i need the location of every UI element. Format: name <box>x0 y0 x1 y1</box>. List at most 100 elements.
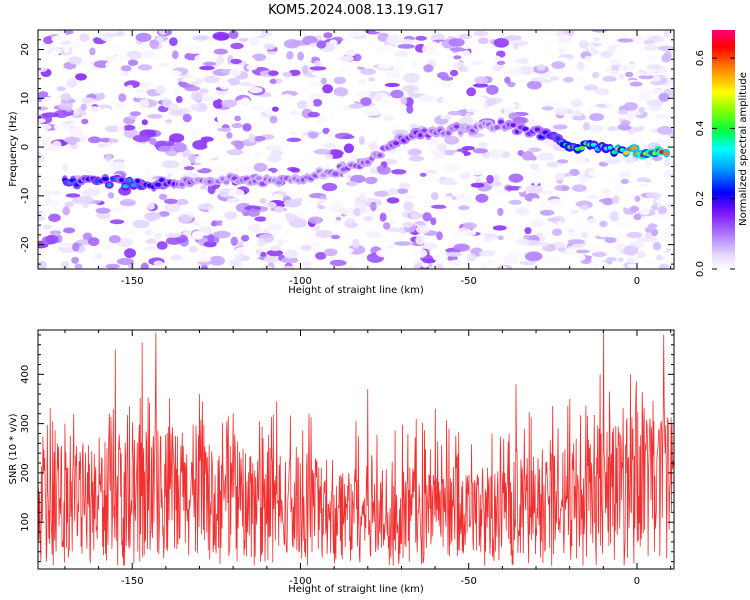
heatmap-cell <box>242 123 252 132</box>
heatmap-cell <box>348 104 365 109</box>
heatmap-cell <box>158 211 170 217</box>
heatmap-cell <box>224 211 237 220</box>
heatmap-cell <box>617 109 629 115</box>
heatmap-cell <box>130 183 137 188</box>
heatmap-cell <box>356 61 372 68</box>
heatmap-cell <box>254 216 268 222</box>
heatmap-cell <box>453 55 462 60</box>
heatmap-cell <box>60 93 72 101</box>
y-tick-label: -20 <box>20 236 31 252</box>
heatmap-cell <box>203 75 221 84</box>
x-tick-label: -50 <box>461 276 477 287</box>
heatmap-cell <box>486 84 499 95</box>
heatmap-cell <box>376 165 385 172</box>
heatmap-cell <box>209 255 225 266</box>
heatmap-cell <box>296 100 309 110</box>
heatmap-cell <box>374 190 388 197</box>
heatmap-cell <box>567 108 574 115</box>
heatmap-cell <box>394 241 412 246</box>
heatmap-cell <box>226 132 233 139</box>
heatmap-cell <box>219 80 230 90</box>
heatmap-cell <box>164 198 178 204</box>
heatmap-cell <box>458 205 470 211</box>
heatmap-cell <box>95 166 108 172</box>
heatmap-cell <box>102 32 118 38</box>
heatmap-cell <box>466 240 480 248</box>
heatmap-cell <box>165 119 173 124</box>
heatmap-cell <box>124 248 136 259</box>
heatmap-cell <box>197 203 214 210</box>
heatmap-cell <box>601 50 612 59</box>
heatmap-cell <box>280 256 299 264</box>
heatmap-cell <box>223 180 230 185</box>
heatmap-cell <box>234 253 242 263</box>
heatmap-cell <box>474 215 484 224</box>
heatmap-cell <box>42 224 53 230</box>
heatmap-cell <box>221 220 229 226</box>
heatmap-cell <box>657 125 673 135</box>
heatmap-cell <box>483 104 490 110</box>
heatmap-cell <box>384 82 400 88</box>
heatmap-cell <box>406 104 414 114</box>
heatmap-cell <box>620 120 631 126</box>
heatmap-cell <box>602 204 615 210</box>
heatmap-cell <box>610 64 621 70</box>
heatmap-cell <box>385 70 400 80</box>
heatmap-cell <box>129 111 142 117</box>
heatmap-cell <box>475 193 489 203</box>
heatmap-cell <box>236 84 244 92</box>
heatmap-cell <box>327 130 336 141</box>
heatmap-cell <box>179 182 185 187</box>
heatmap-cell <box>589 124 604 133</box>
heatmap-cell <box>528 119 536 127</box>
heatmap-cell <box>376 249 394 258</box>
heatmap-cell <box>316 115 329 124</box>
heatmap-cell <box>170 254 182 261</box>
heatmap-cell <box>73 110 80 117</box>
heatmap-cell <box>584 84 598 91</box>
heatmap-cell <box>638 106 645 114</box>
heatmap-cell <box>297 51 304 61</box>
heatmap-cell <box>447 111 462 116</box>
heatmap-cell <box>119 178 124 183</box>
heatmap-cell <box>247 208 260 217</box>
heatmap-cell <box>541 106 554 111</box>
heatmap-cell <box>564 43 571 48</box>
colorbar-tick-label: 0.0 <box>695 261 706 277</box>
heatmap-cell <box>312 99 323 107</box>
heatmap-cell <box>309 239 321 250</box>
heatmap-cell <box>542 229 552 238</box>
heatmap-cell <box>402 221 414 228</box>
snr-xlabel: Height of straight line (km) <box>288 584 424 595</box>
heatmap-cell <box>499 190 510 196</box>
heatmap-cell <box>483 237 494 243</box>
heatmap-cell <box>328 112 336 122</box>
heatmap-cell <box>384 44 395 52</box>
heatmap-cell <box>644 158 653 168</box>
heatmap-cell <box>599 220 608 228</box>
heatmap-cell <box>220 176 225 181</box>
heatmap-cell <box>228 30 239 40</box>
heatmap-cell <box>175 96 183 103</box>
heatmap-cell <box>230 58 242 65</box>
heatmap-cell <box>454 169 464 175</box>
heatmap-cell <box>201 96 219 102</box>
heatmap-cell <box>53 123 71 131</box>
heatmap-cell <box>132 134 151 143</box>
heatmap-cell <box>109 219 125 225</box>
heatmap-cell <box>659 263 670 269</box>
heatmap-cell <box>169 37 178 46</box>
heatmap-cell <box>657 45 674 51</box>
x-tick-label: -100 <box>289 276 312 287</box>
heatmap-cell <box>180 254 187 264</box>
heatmap-cell <box>396 188 409 194</box>
heatmap-cell <box>655 199 670 204</box>
heatmap-cell <box>286 51 294 60</box>
snr-frame <box>37 329 675 570</box>
heatmap-cell <box>38 66 48 72</box>
heatmap-cell <box>516 238 530 246</box>
heatmap-cell <box>163 90 173 100</box>
heatmap-cell <box>221 99 238 108</box>
heatmap-cell <box>623 150 630 155</box>
heatmap-cell <box>267 154 282 163</box>
